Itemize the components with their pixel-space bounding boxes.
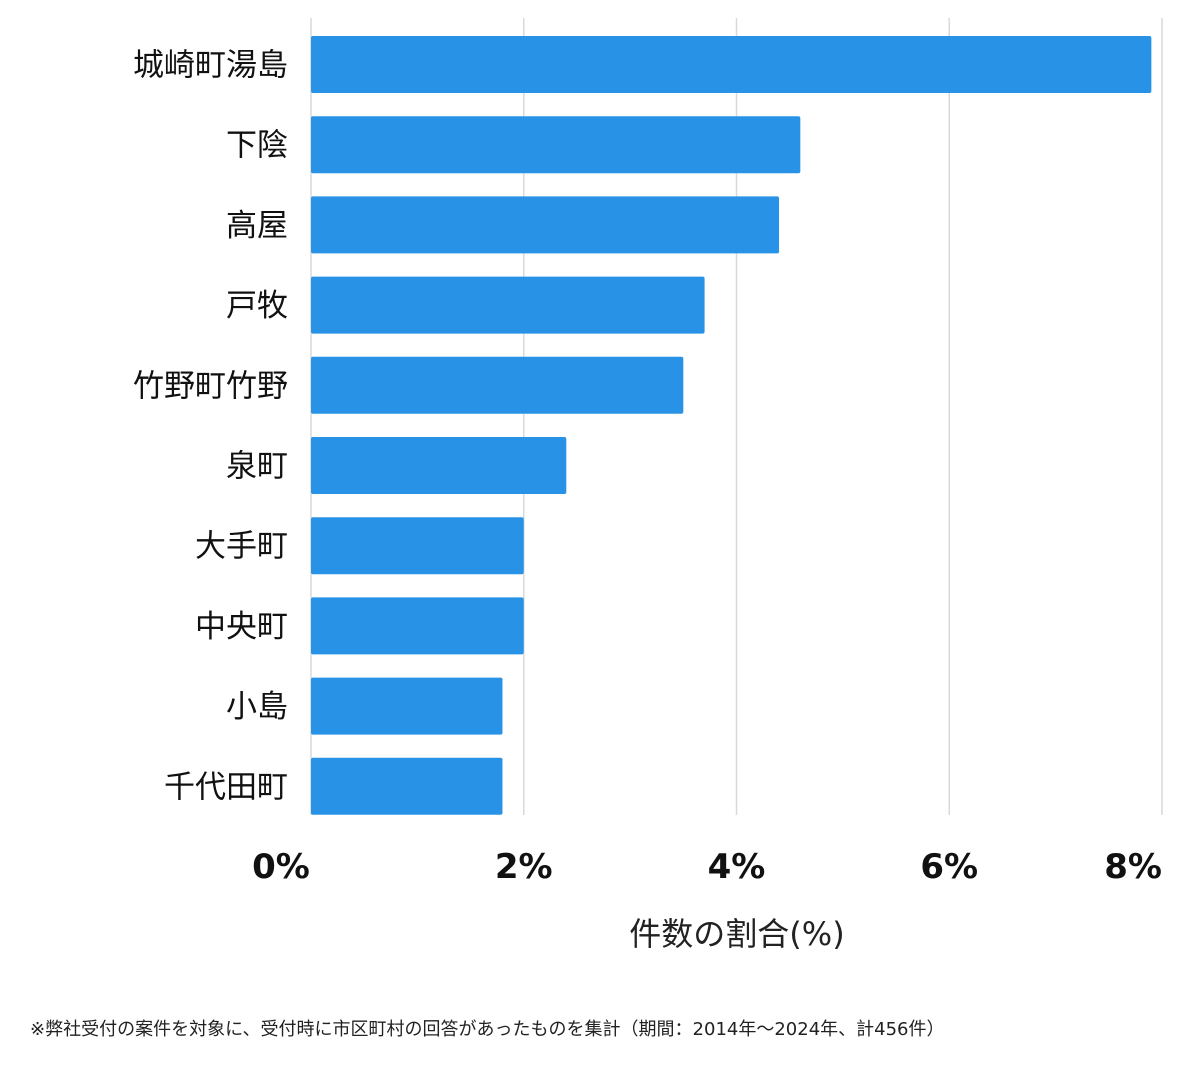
category-label: 戸牧 [226, 288, 288, 324]
bar [311, 677, 503, 735]
bar [311, 757, 503, 815]
x-tick-label: 8% [1104, 847, 1162, 887]
bar [311, 196, 780, 254]
category-label: 千代田町 [164, 769, 288, 805]
category-label: 下陰 [226, 128, 288, 164]
footnote: ※弊社受付の案件を対象に、受付時に市区町村の回答があったものを集計（期間：201… [30, 1019, 945, 1040]
bar [311, 597, 524, 655]
x-tick-labels: 0% 2% 4% 6% 8% [252, 847, 1162, 887]
bar [311, 36, 1152, 93]
bar [311, 356, 684, 414]
bar [311, 437, 567, 494]
x-tick-label: 6% [920, 847, 978, 887]
x-axis-title: 件数の割合(%) [629, 915, 844, 953]
category-label: 竹野町竹野 [133, 368, 288, 404]
x-tick-label: 2% [495, 847, 553, 887]
category-label: 大手町 [195, 529, 288, 565]
bar [311, 116, 801, 174]
bar [311, 517, 524, 575]
category-label: 城崎町湯島 [133, 48, 288, 84]
category-label: 中央町 [195, 609, 288, 645]
x-tick-label: 0% [252, 847, 310, 887]
category-label: 泉町 [226, 449, 288, 485]
category-label: 高屋 [226, 208, 288, 244]
bar [311, 276, 705, 334]
category-label: 小島 [226, 689, 288, 725]
x-tick-label: 4% [708, 847, 766, 887]
bars [311, 36, 1152, 815]
